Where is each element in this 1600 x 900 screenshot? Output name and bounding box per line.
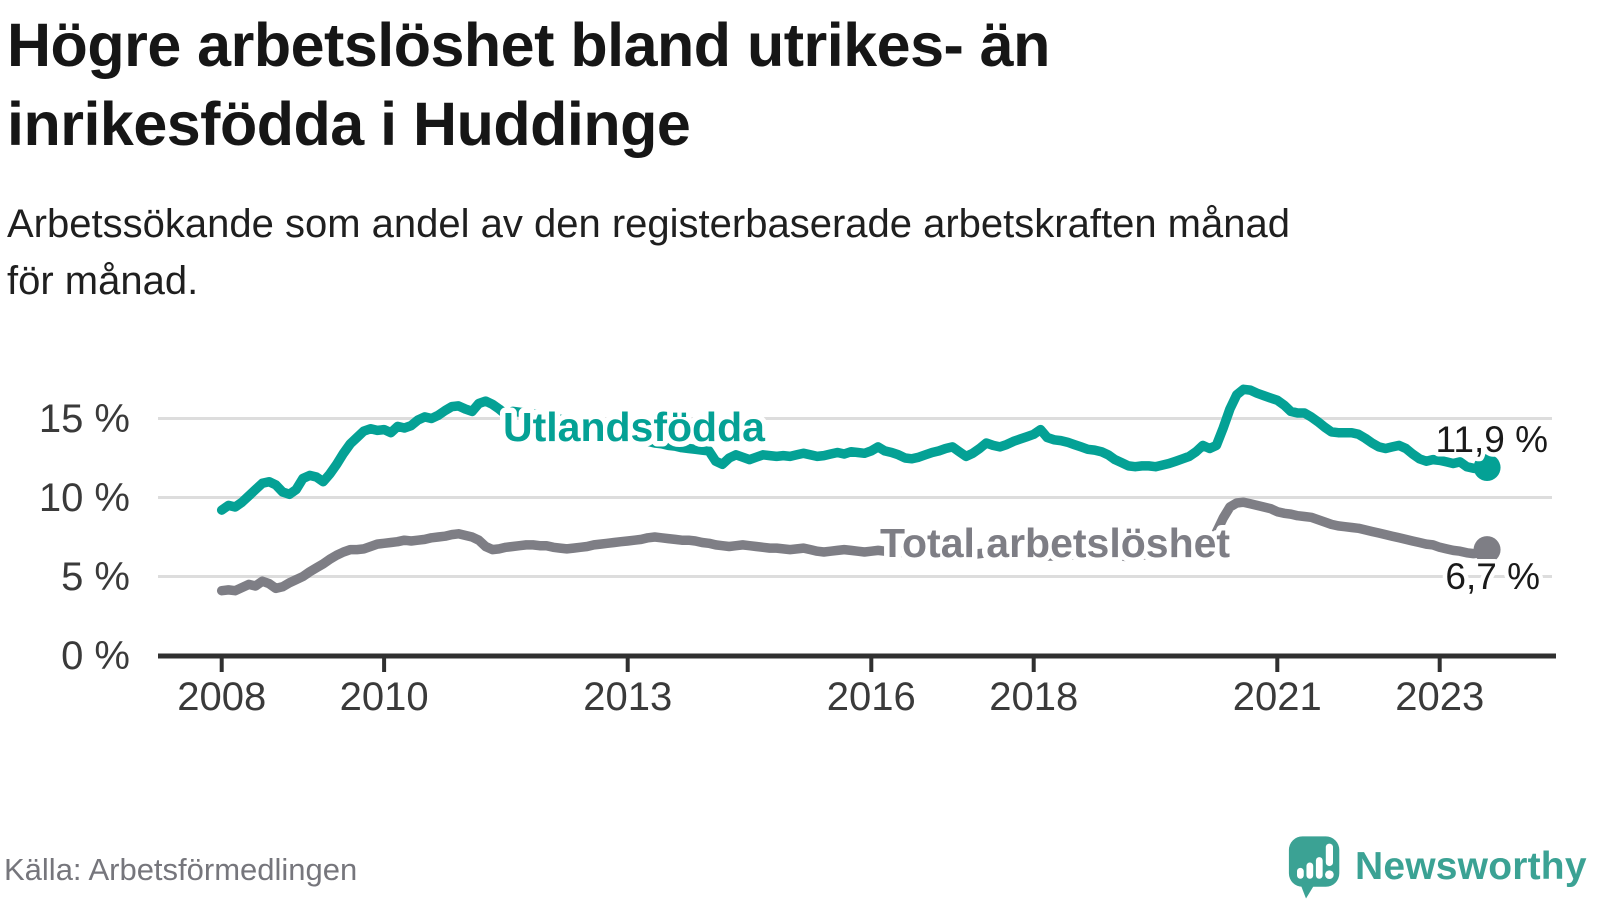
newsworthy-logo-text: Newsworthy (1355, 845, 1587, 888)
y-tick-label: 15 % (39, 397, 130, 441)
end-dot-utlandsfodda (1473, 453, 1501, 481)
y-tick-label: 10 % (39, 476, 130, 520)
series-line-total (216, 497, 1492, 596)
series-line-utlandsfodda (216, 384, 1492, 515)
end-dot-total (1473, 536, 1501, 564)
chart-subtitle: Arbetssökande som andel av den registerb… (7, 196, 1567, 310)
chart-subtitle-line2: för månad. (7, 259, 199, 303)
x-tick-label: 2008 (177, 675, 266, 719)
newsworthy-brand: Newsworthy (1288, 836, 1587, 899)
chart-title-line1: Högre arbetslöshet bland utrikes- än (7, 11, 1050, 79)
end-value-label-total: 6,7 % (1445, 556, 1540, 597)
chart-subtitle-line1: Arbetssökande som andel av den registerb… (7, 202, 1290, 246)
series-label-total: Total arbetslöshet (880, 520, 1230, 566)
x-tick-label: 2016 (827, 675, 916, 719)
source-note: Källa: Arbetsförmedlingen (4, 852, 358, 887)
x-tick-label: 2021 (1233, 675, 1322, 719)
chart-title: Högre arbetslöshet bland utrikes- än inr… (7, 6, 1567, 164)
y-tick-label: 0 % (61, 634, 130, 678)
x-tick-label: 2010 (340, 675, 429, 719)
y-tick-label: 5 % (61, 555, 130, 599)
x-tick-label: 2013 (583, 675, 672, 719)
end-value-label-utlandsfodda: 11,9 % (1436, 419, 1548, 460)
x-tick-label: 2018 (989, 675, 1078, 719)
chart-title-line2: inrikesfödda i Huddinge (7, 90, 691, 158)
x-tick-label: 2023 (1395, 675, 1484, 719)
newsworthy-logo-icon (1288, 836, 1340, 899)
series-label-utlandsfodda: Utlandsfödda (503, 404, 766, 450)
